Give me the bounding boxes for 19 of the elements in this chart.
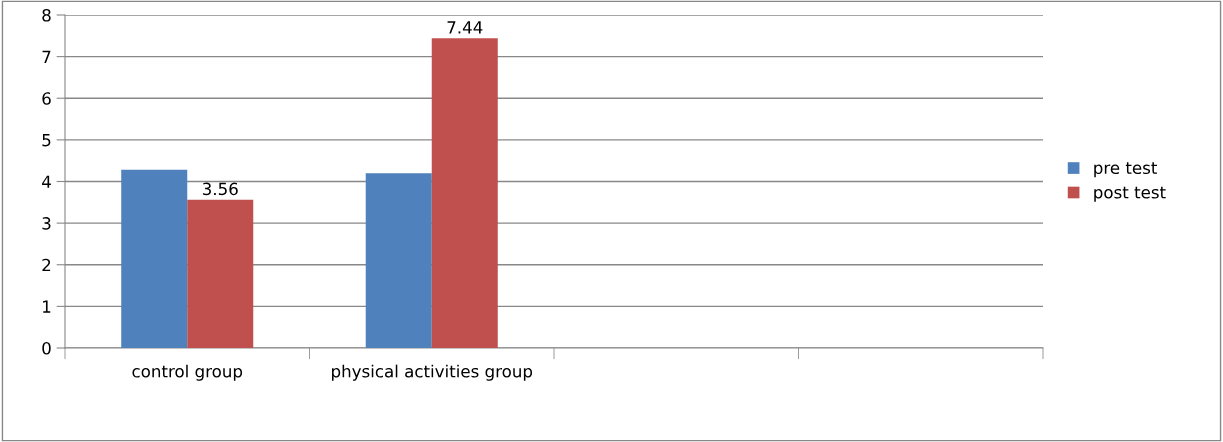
y-tick-label: 2 [42, 258, 51, 272]
y-tick-label: 6 [42, 92, 51, 105]
y-tick-label: 8 [42, 8, 51, 22]
bar [121, 169, 188, 348]
bar [365, 173, 432, 348]
y-tick-label: 3 [42, 217, 51, 230]
x-tick-label: physical activities group [332, 364, 533, 381]
data-label: 7.44 [447, 21, 483, 34]
y-tick-label: 4 [42, 175, 51, 188]
y-tick-label: 5 [42, 134, 51, 147]
y-tick-label: 7 [42, 50, 51, 63]
legend-label: post test [1094, 186, 1166, 202]
bar [431, 38, 498, 348]
data-label: 3.56 [202, 182, 238, 196]
x-tick-label: control group [132, 364, 243, 381]
y-tick-label: 0 [42, 341, 51, 355]
bar [187, 199, 254, 348]
legend-label: pre test [1094, 162, 1157, 178]
y-tick-label: 1 [43, 300, 51, 313]
